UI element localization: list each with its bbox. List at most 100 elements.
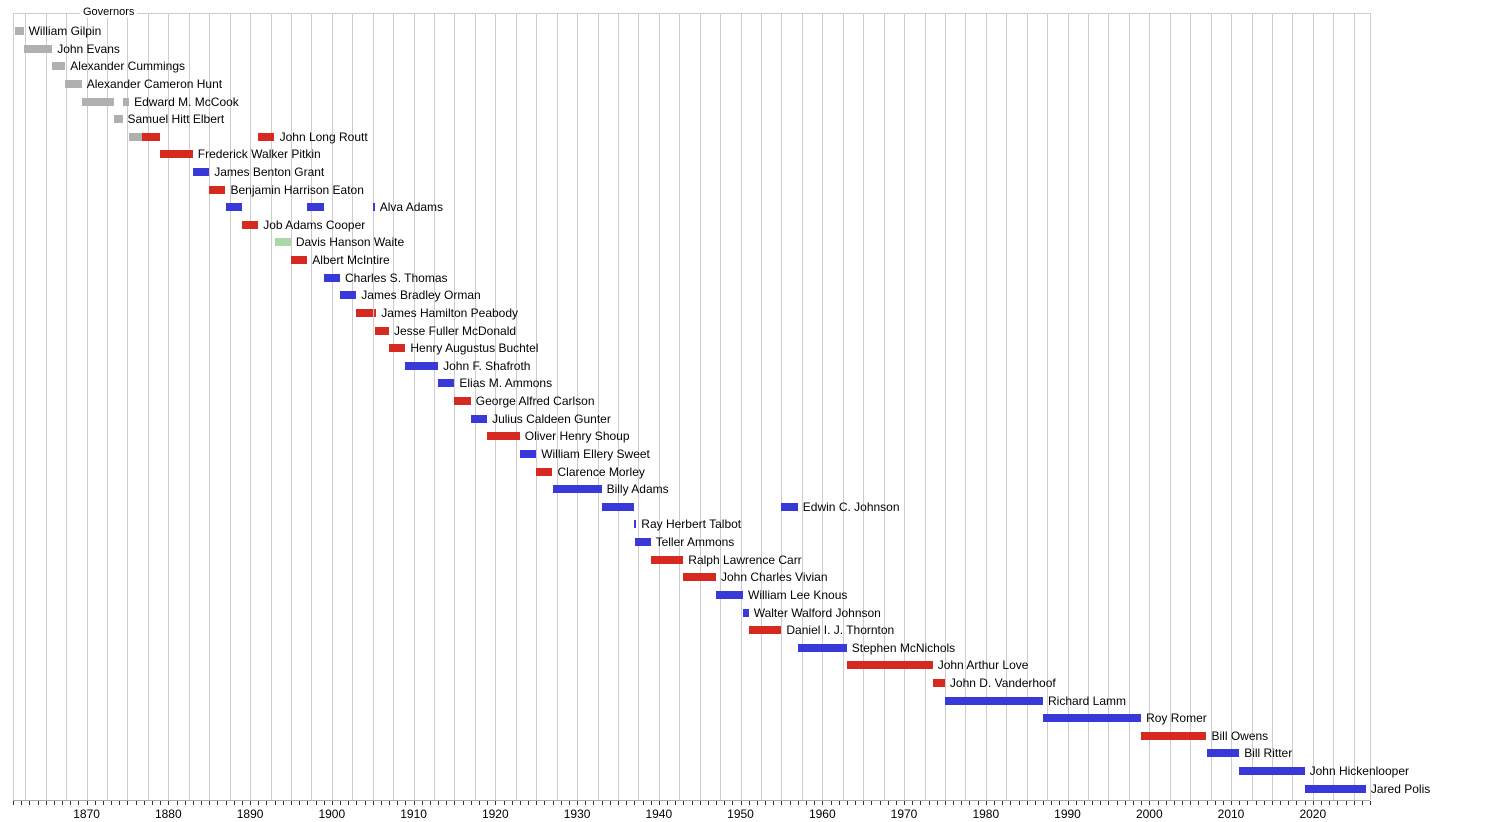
axis-tick — [740, 801, 742, 805]
governor-name-label: James Bradley Orman — [361, 288, 481, 303]
axis-tick — [176, 801, 178, 805]
gridline — [147, 13, 149, 800]
axis-tick — [577, 801, 579, 805]
axis-tick — [593, 801, 595, 805]
axis-tick — [846, 801, 848, 805]
governor-name-label: Alexander Cameron Hunt — [86, 76, 223, 91]
governor-name-label: Stephen McNichols — [851, 640, 956, 655]
axis-tick — [511, 801, 513, 805]
axis-tick — [985, 801, 987, 805]
term-bar — [944, 696, 1043, 705]
axis-tick — [863, 801, 865, 805]
axis-tick — [1182, 801, 1183, 805]
gridline — [801, 13, 803, 800]
term-bar — [192, 168, 210, 176]
term-bar — [846, 661, 933, 670]
axis-tick — [307, 801, 309, 805]
governor-name-label: Edward M. McCook — [134, 94, 239, 109]
axis-tick — [961, 801, 963, 805]
gridline — [45, 13, 47, 800]
gridline — [1006, 13, 1008, 800]
axis-tick — [601, 801, 603, 805]
governor-name-label: Alva Adams — [379, 200, 444, 215]
axis-tick — [446, 801, 448, 805]
axis-tick — [1092, 801, 1094, 805]
axis-tick — [413, 801, 415, 805]
axis-tick — [315, 801, 317, 805]
axis-year-label: 1990 — [1054, 807, 1081, 821]
axis-tick — [519, 801, 521, 805]
axis-tick — [495, 801, 497, 805]
axis-tick — [675, 801, 677, 805]
axis-tick — [969, 801, 971, 805]
term-bar — [683, 573, 716, 582]
gridline — [454, 13, 456, 800]
axis-tick — [364, 801, 366, 805]
axis-tick — [405, 801, 407, 805]
axis-tick — [944, 801, 946, 805]
gridline — [1333, 13, 1335, 800]
axis-tick — [789, 801, 791, 805]
term-bar — [113, 115, 123, 124]
axis-tick — [62, 801, 63, 805]
term-bar — [142, 132, 161, 141]
gridline — [1210, 13, 1212, 800]
gridline — [822, 13, 824, 800]
term-bar — [634, 520, 637, 529]
governor-name-label: Charles S. Thomas — [345, 270, 448, 285]
axis-tick — [650, 801, 652, 805]
axis-tick — [724, 801, 726, 805]
term-bar — [1206, 749, 1240, 758]
axis-tick — [748, 801, 750, 805]
gridline — [86, 13, 88, 800]
axis-tick — [192, 801, 194, 805]
axis-tick — [503, 801, 505, 805]
gridline — [781, 13, 783, 800]
governor-name-label: William Gilpin — [28, 24, 102, 38]
axis-tick — [838, 801, 840, 805]
axis-tick — [233, 801, 235, 805]
gridline — [1370, 13, 1371, 800]
governor-name-label: John Arthur Love — [937, 658, 1029, 673]
gridline — [250, 13, 252, 800]
gridline — [107, 13, 108, 800]
governor-name-label: James Benton Grant — [214, 165, 325, 179]
axis-year-label: 1910 — [400, 807, 427, 821]
axis-tick — [290, 801, 292, 805]
axis-tick — [1296, 801, 1298, 805]
gridline — [1128, 13, 1130, 800]
axis-tick — [160, 801, 162, 805]
axis-tick — [356, 801, 358, 805]
axis-tick — [1002, 801, 1004, 805]
axis-year-label: 1890 — [236, 807, 264, 821]
gridline — [699, 13, 701, 800]
gridline — [13, 13, 14, 800]
governor-name-label: John Long Routt — [279, 129, 368, 144]
axis-tick — [887, 801, 889, 805]
axis-tick — [544, 801, 546, 805]
axis-tick — [634, 801, 636, 805]
axis-tick — [1051, 801, 1053, 805]
axis-year-label: 1870 — [73, 807, 100, 821]
gridline — [229, 13, 231, 800]
axis-tick — [29, 801, 31, 805]
gridline — [720, 13, 722, 800]
governor-name-label: John F. Shafroth — [443, 358, 531, 373]
gridline — [270, 13, 272, 800]
axis-year-label: 2020 — [1299, 807, 1327, 821]
axis-tick — [953, 801, 955, 805]
gridline — [1169, 13, 1171, 800]
term-bar — [129, 132, 143, 141]
gridline — [658, 13, 660, 800]
governor-name-label: Alexander Cummings — [70, 59, 186, 74]
axis-tick — [1132, 801, 1134, 805]
gridline — [434, 13, 435, 800]
gridline — [25, 13, 27, 800]
gridline — [924, 13, 926, 800]
axis-tick — [86, 801, 88, 805]
axis-tick — [1026, 801, 1028, 805]
gridline — [209, 13, 211, 800]
term-bar — [209, 185, 226, 194]
axis-tick — [299, 801, 301, 805]
